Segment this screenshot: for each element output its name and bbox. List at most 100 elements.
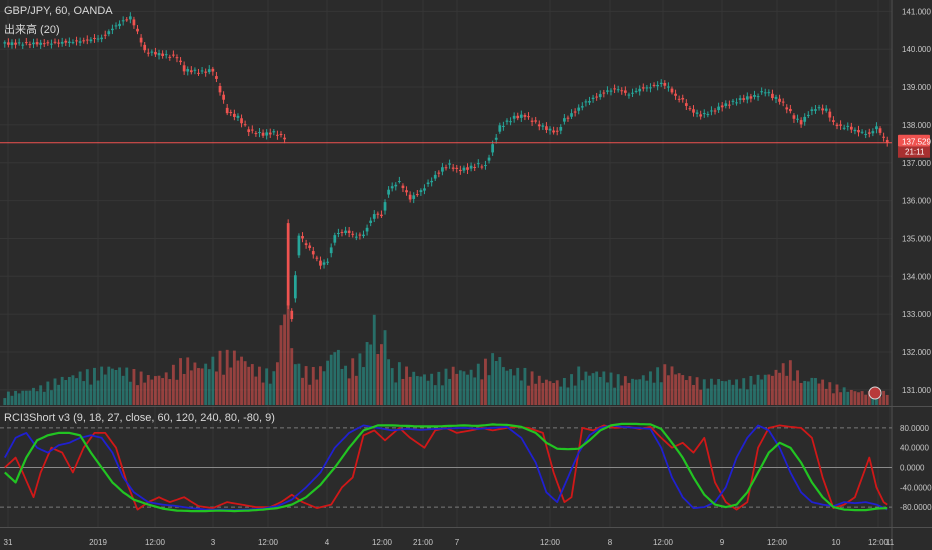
candle-body (380, 214, 383, 217)
volume-bar (6, 391, 10, 405)
volume-bar (229, 367, 233, 405)
volume-bar (584, 371, 588, 405)
volume-bar (369, 344, 373, 405)
volume-bar (150, 379, 154, 405)
candle-body (107, 31, 111, 35)
candle-body (702, 113, 706, 115)
candle-body (233, 113, 236, 117)
candle-body (545, 126, 548, 130)
candle-body (340, 231, 344, 233)
candle-body (710, 110, 713, 112)
candle-body (390, 186, 394, 189)
volume-bar (290, 348, 294, 405)
volume-bar (505, 370, 509, 405)
candle-body (663, 83, 667, 86)
price-axis-bg (892, 0, 932, 550)
volume-bar (638, 379, 642, 405)
volume-bar (778, 372, 782, 405)
candle-body (756, 96, 760, 98)
candle-body (218, 85, 222, 93)
candle-body (681, 97, 685, 100)
candle-body (322, 262, 326, 265)
candle-body (509, 121, 512, 123)
candle-body (132, 19, 136, 26)
candle-body (853, 129, 857, 132)
candle-body (182, 65, 186, 72)
volume-bar (64, 380, 68, 405)
candle-body (193, 69, 197, 71)
candle-body (864, 134, 868, 136)
candle-body (763, 92, 767, 94)
symbol-legend[interactable]: GBP/JPY, 60, OANDA (4, 5, 113, 17)
candle-body (849, 126, 853, 130)
volume-bar (555, 380, 559, 405)
volume-bar (527, 385, 530, 405)
volume-bar (548, 381, 552, 405)
candle-body (469, 165, 473, 169)
candle-body (39, 42, 43, 45)
volume-bar (93, 367, 96, 405)
candle-body (491, 144, 494, 153)
volume-bar (35, 391, 39, 405)
volume-bar (469, 369, 473, 405)
volume-bar (168, 379, 172, 405)
volume-bar (767, 374, 771, 405)
volume-bar (67, 376, 71, 405)
candle-body (846, 125, 850, 127)
candle-body (344, 230, 347, 234)
volume-bar (372, 314, 376, 405)
candle-body (882, 136, 885, 138)
volume-legend[interactable]: 出来高 (20) (4, 24, 60, 36)
candle-body (354, 236, 358, 238)
candle-body (172, 54, 175, 56)
volume-bar (423, 374, 426, 405)
volume-bar (473, 377, 477, 405)
volume-bar (272, 371, 276, 405)
volume-bar (107, 366, 111, 405)
volume-bar (814, 378, 817, 405)
candle-body (32, 42, 35, 45)
candle-body (588, 101, 591, 103)
volume-bar (491, 353, 495, 405)
time-tick-label: 3 (211, 538, 216, 547)
candle-body (699, 114, 703, 117)
candle-body (717, 106, 720, 111)
candle-body (189, 70, 193, 73)
volume-bar (688, 376, 692, 405)
volume-bar (365, 342, 369, 405)
volume-bar (627, 382, 631, 405)
candle-body (537, 124, 541, 127)
candle-body (28, 44, 32, 46)
volume-bar (749, 376, 753, 405)
candle-body (351, 233, 355, 235)
volume-bar (763, 374, 767, 405)
volume-bar (14, 390, 17, 405)
volume-bar (652, 382, 656, 405)
volume-bar (39, 385, 43, 405)
volume-bar (878, 396, 882, 405)
candle-body (319, 260, 322, 266)
rci-series-line (4, 422, 888, 513)
candle-body (14, 42, 17, 45)
volume-bar (46, 381, 50, 405)
candle-body (437, 172, 441, 174)
volume-bar (860, 391, 864, 405)
volume-bar (412, 371, 416, 405)
time-tick-label: 12:00 (540, 538, 561, 547)
volume-bar (731, 384, 735, 405)
volume-bar (329, 354, 333, 405)
volume-bar (17, 393, 21, 405)
candle-body (308, 245, 312, 249)
candle-body (207, 69, 211, 73)
volume-bar (702, 379, 706, 405)
indicator-legend[interactable]: RCI3Short v3 (9, 18, 27, close, 60, 120,… (4, 412, 275, 424)
candle-body (631, 92, 634, 94)
volume-bar (49, 390, 53, 405)
candle-body (566, 117, 570, 119)
candle-body (290, 310, 294, 320)
candle-body (720, 105, 724, 108)
volume-bar (164, 372, 168, 405)
candle-body (519, 114, 523, 118)
candle-body (616, 89, 620, 91)
candle-body (433, 174, 437, 179)
